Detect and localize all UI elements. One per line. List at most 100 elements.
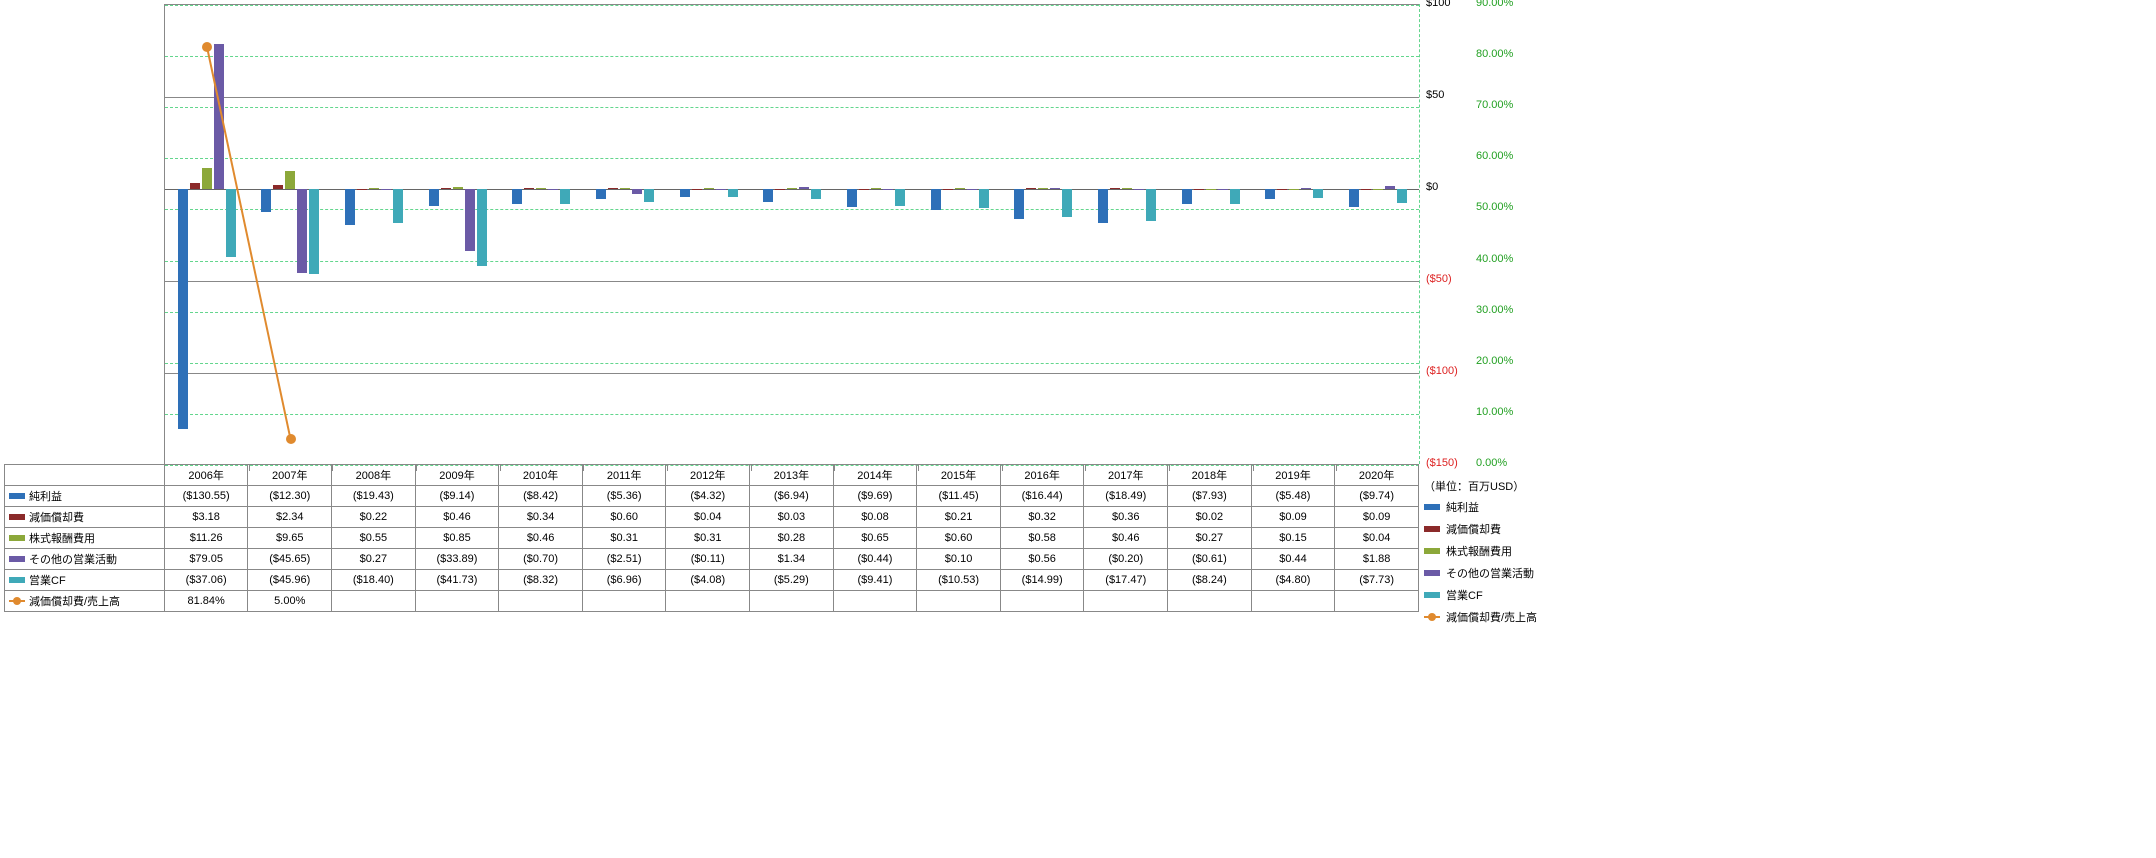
table-cell: ($0.70)	[499, 549, 583, 570]
legend-swatch	[9, 535, 25, 541]
table-cell: $0.46	[499, 528, 583, 549]
legend-item: その他の営業活動	[1424, 562, 1537, 584]
legend-item: 純利益	[1424, 496, 1537, 518]
table-cell: ($6.94)	[750, 486, 834, 507]
bar-net_income	[178, 189, 188, 429]
secondary-axis-tick-label: 20.00%	[1476, 355, 1513, 367]
table-cell: ($0.20)	[1084, 549, 1168, 570]
table-cell: ($4.08)	[666, 570, 750, 591]
table-cell: $0.04	[666, 507, 750, 528]
table-cell: $0.28	[750, 528, 834, 549]
table-cell: $0.55	[332, 528, 416, 549]
year-group	[918, 5, 1002, 464]
bar-other_op	[1385, 186, 1395, 189]
bar-operating_cf	[560, 189, 570, 204]
bar-operating_cf	[226, 189, 236, 257]
table-cell: ($0.11)	[666, 549, 750, 570]
legend-swatch	[9, 600, 25, 602]
bar-depreciation	[441, 188, 451, 189]
bar-depreciation	[273, 185, 283, 189]
legend-swatch	[1424, 592, 1440, 598]
secondary-axis-line	[1419, 4, 1420, 464]
legend-label: 営業CF	[1446, 587, 1483, 603]
secondary-axis-tick-label: 0.00%	[1476, 457, 1507, 469]
table-cell: ($11.45)	[917, 486, 1001, 507]
secondary-axis-tick-label: 30.00%	[1476, 304, 1513, 316]
unit-label: （単位：百万USD）	[1424, 478, 1524, 494]
table-cell	[917, 591, 1001, 612]
bar-net_income	[261, 189, 271, 212]
table-cell: $9.65	[248, 528, 332, 549]
bar-net_income	[931, 189, 941, 210]
table-cell: $0.09	[1335, 507, 1419, 528]
table-cell: ($5.48)	[1251, 486, 1335, 507]
table-cell: $0.21	[917, 507, 1001, 528]
secondary-axis-tick-label: 10.00%	[1476, 406, 1513, 418]
bar-other_op	[799, 187, 809, 189]
table-year-header: 2018年	[1168, 465, 1252, 486]
table-cell: ($17.47)	[1084, 570, 1168, 591]
bar-depreciation	[190, 183, 200, 189]
table-row: 減価償却費$3.18$2.34$0.22$0.46$0.34$0.60$0.04…	[5, 507, 1419, 528]
table-cell: $0.15	[1251, 528, 1335, 549]
table-cell	[582, 591, 666, 612]
bar-net_income	[429, 189, 439, 206]
legend-swatch	[1424, 570, 1440, 576]
table-cell: $0.31	[666, 528, 750, 549]
year-group	[332, 5, 416, 464]
primary-axis-tick-label: ($50)	[1426, 273, 1452, 285]
bar-stock_comp	[369, 188, 379, 189]
table-series-label: 純利益	[5, 486, 165, 507]
year-group	[1253, 5, 1337, 464]
legend-swatch	[9, 577, 25, 583]
year-group	[1336, 5, 1420, 464]
bar-net_income	[512, 189, 522, 204]
bar-net_income	[1014, 189, 1024, 219]
table-cell: ($19.43)	[332, 486, 416, 507]
bar-depreciation	[608, 188, 618, 189]
series-name-text: 減価償却費	[29, 512, 84, 524]
table-cell: $0.31	[582, 528, 666, 549]
primary-axis-tick-label: $50	[1426, 89, 1444, 101]
year-group	[500, 5, 584, 464]
table-cell: ($45.96)	[248, 570, 332, 591]
secondary-axis-tick-label: 50.00%	[1476, 201, 1513, 213]
bar-operating_cf	[644, 189, 654, 202]
table-cell: $0.27	[1168, 528, 1252, 549]
bar-depreciation	[1110, 188, 1120, 189]
legend-label: その他の営業活動	[1446, 565, 1534, 581]
table-cell: $0.10	[917, 549, 1001, 570]
table-cell: ($4.32)	[666, 486, 750, 507]
table-cell: ($8.32)	[499, 570, 583, 591]
bar-stock_comp	[787, 188, 797, 189]
table-cell: ($4.80)	[1251, 570, 1335, 591]
table-cell	[415, 591, 499, 612]
secondary-axis-tick-label: 60.00%	[1476, 150, 1513, 162]
table-year-header: 2010年	[499, 465, 583, 486]
bar-operating_cf	[811, 189, 821, 199]
legend-item: 営業CF	[1424, 584, 1537, 606]
primary-y-axis: $100$50$0($50)($100)($150)	[1424, 4, 1474, 464]
table-row: 純利益($130.55)($12.30)($19.43)($9.14)($8.4…	[5, 486, 1419, 507]
bar-stock_comp	[871, 188, 881, 189]
table-cell: ($14.99)	[1000, 570, 1084, 591]
table-cell: $0.22	[332, 507, 416, 528]
bar-stock_comp	[1038, 188, 1048, 189]
table-year-header: 2015年	[917, 465, 1001, 486]
table-cell: $1.88	[1335, 549, 1419, 570]
legend-swatch	[9, 493, 25, 499]
series-name-text: その他の営業活動	[29, 554, 117, 566]
primary-axis-tick-label: $100	[1426, 0, 1450, 9]
table-year-header: 2011年	[582, 465, 666, 486]
bar-depreciation	[692, 189, 702, 190]
bar-operating_cf	[309, 189, 319, 274]
year-group	[583, 5, 667, 464]
table-cell: $0.60	[917, 528, 1001, 549]
table-series-label: その他の営業活動	[5, 549, 165, 570]
table-cell: $0.60	[582, 507, 666, 528]
legend-item: 減価償却費/売上高	[1424, 606, 1537, 628]
table-cell: 5.00%	[248, 591, 332, 612]
legend-item: 減価償却費	[1424, 518, 1537, 540]
bar-net_income	[763, 189, 773, 202]
table-cell	[750, 591, 834, 612]
